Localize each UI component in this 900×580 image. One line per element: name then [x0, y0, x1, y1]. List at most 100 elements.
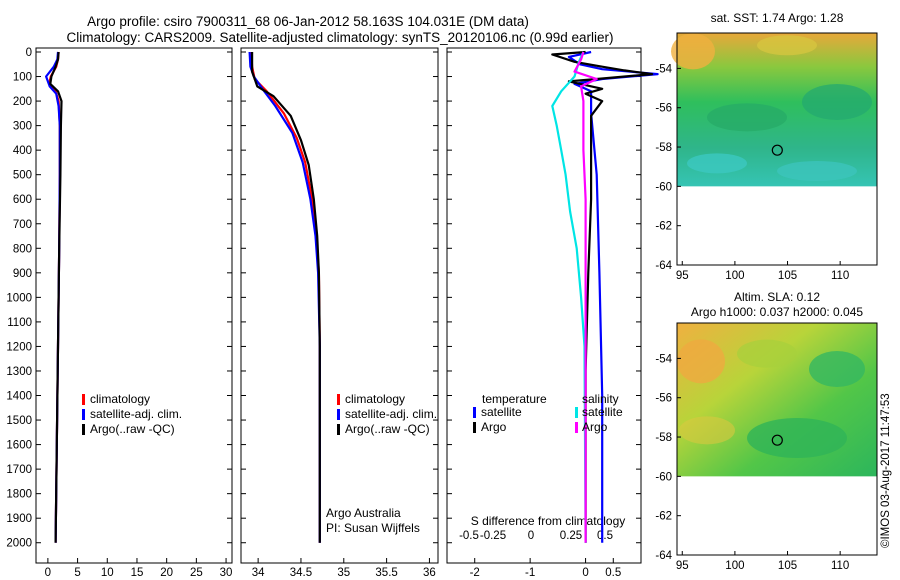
x-tick-label: 95: [676, 560, 689, 572]
x-tick-label: 20: [160, 567, 173, 579]
map-field-patch: [677, 339, 725, 384]
legend-label: Argo: [481, 420, 507, 434]
series-line-salinity-satellite: [551, 51, 587, 543]
legend-swatch: [575, 422, 578, 433]
legend-label: climatology: [90, 392, 150, 406]
y-tick-label: 500: [13, 170, 32, 182]
x-tick-label: -1: [525, 567, 535, 579]
x-tick-label: 100: [725, 560, 744, 572]
legend-swatch: [82, 394, 85, 405]
y-tick-label: 1400: [6, 391, 32, 403]
legend-label: Argo: [582, 420, 608, 434]
x-tick-label: 0: [45, 567, 51, 579]
y-tick-label: 100: [13, 72, 32, 84]
legend-swatch: [82, 409, 85, 420]
legend-label: satellite: [481, 405, 522, 419]
x-tick-label: -2: [470, 567, 480, 579]
x2-tick-label: -0.5: [459, 530, 479, 542]
x-tick-label: 95: [676, 270, 689, 282]
x-tick-label: 36: [423, 567, 436, 579]
sst-map-panel: sat. SST: 1.74 Argo: 1.28 -54 -56 -58 -60 -62…: [655, 11, 878, 282]
map-field-patch: [777, 161, 857, 182]
x2-tick-label: -0.25: [480, 530, 506, 542]
legend-swatch: [337, 424, 340, 435]
plot-frame: [35, 47, 233, 564]
series-line-salinity-argo: [573, 51, 598, 543]
x-tick-label: 15: [131, 567, 144, 579]
pi-credit: PI: Susan Wijffels: [326, 521, 420, 535]
float-position-marker: [771, 434, 783, 446]
x-tick-label: 25: [190, 567, 203, 579]
y-tick-label: 800: [13, 243, 32, 255]
y-tick-label: 1300: [6, 366, 32, 378]
legend-title-temperature: temperature: [482, 392, 547, 406]
y-tick-label: -54: [655, 63, 672, 75]
y-tick-label: -64: [655, 260, 672, 272]
map-title: Altim. SLA: 0.12: [734, 290, 820, 304]
x-tick-label: 30: [220, 567, 233, 579]
legend-swatch: [473, 407, 476, 418]
legend-swatch: [575, 407, 578, 418]
x-tick-label: 5: [74, 567, 80, 579]
y-tick-label: 1600: [6, 440, 32, 452]
y-tick-label: 1500: [6, 415, 32, 427]
y-tick-label: 400: [13, 145, 32, 157]
series-line-argo-raw-qc-: [49, 51, 63, 543]
y-tick-label: -54: [655, 353, 672, 365]
legend-title-salinity: salinity: [582, 392, 619, 406]
y-tick-label: 1000: [6, 292, 32, 304]
map-title: sat. SST: 1.74 Argo: 1.28: [711, 11, 844, 25]
temperature-panel: 0100200300400500600700800900100011001200…: [6, 47, 233, 580]
y-tick-label: 1700: [6, 464, 32, 476]
y-tick-label: -56: [655, 393, 672, 405]
legend-swatch: [473, 422, 476, 433]
y-tick-label: -60: [655, 181, 672, 193]
legend-label: Argo(..raw -QC): [345, 422, 430, 436]
x-tick-label: 105: [778, 270, 797, 282]
x-tick-label: 34.5: [290, 567, 312, 579]
y-tick-label: 300: [13, 121, 32, 133]
y-tick-label: 1200: [6, 341, 32, 353]
legend-swatch: [337, 394, 340, 405]
legend-label: satellite-adj. clim.: [345, 407, 437, 421]
legend-label: climatology: [345, 392, 405, 406]
figure-title-line1: Argo profile: csiro 7900311_68 06-Jan-20…: [87, 14, 529, 29]
legend-swatch: [337, 409, 340, 420]
salinity-panel: 3434.53535.536salinityclimatologysatelli…: [240, 47, 439, 580]
x-tick-label: 10: [101, 567, 114, 579]
map-subtitle: Argo h1000: 0.037 h2000: 0.045: [691, 305, 863, 319]
x-tick-label: 0: [582, 567, 588, 579]
plot-frame: [446, 47, 642, 564]
y-tick-label: 1100: [7, 317, 32, 329]
map-field-patch: [747, 418, 847, 459]
map-field-patch: [757, 35, 817, 56]
series-line-argo-raw-qc-: [251, 52, 321, 543]
map-frame: [676, 32, 878, 266]
difference-panel: -2 -1 0 0.5-0.5 -0.25 0 0.25 0.5S difference fr…: [446, 47, 659, 580]
x-tick-label: 0.5: [605, 567, 621, 579]
y-tick-label: 1900: [6, 513, 32, 525]
plot-frame: [240, 47, 439, 564]
y-tick-label: 2000: [6, 538, 32, 550]
figure-title-line2: Climatology: CARS2009. Satellite-adjuste…: [66, 30, 613, 45]
y-tick-label: 600: [13, 194, 32, 206]
x-tick-label: 35: [337, 567, 350, 579]
map-field-patch: [802, 84, 872, 121]
y-tick-label: -58: [655, 432, 672, 444]
y-tick-label: -62: [655, 511, 672, 523]
y-tick-label: 0: [26, 47, 32, 59]
imos-timestamp: ©IMOS 03-Aug-2017 11:47:53: [880, 393, 892, 548]
map-field-patch: [687, 153, 747, 174]
series-line-temperature-satellite: [567, 50, 659, 543]
y-tick-label: 900: [13, 268, 32, 280]
x-tick-label: 100: [725, 270, 744, 282]
x2-tick-label: 0.5: [597, 530, 613, 542]
legend-label: satellite-adj. clim.: [90, 407, 182, 421]
x-tick-label: 34: [252, 567, 265, 579]
x2-tick-label: 0.25: [560, 530, 582, 542]
legend-label: satellite: [582, 405, 623, 419]
y-tick-label: -60: [655, 471, 672, 483]
series-line-temperature-argo: [551, 50, 654, 543]
